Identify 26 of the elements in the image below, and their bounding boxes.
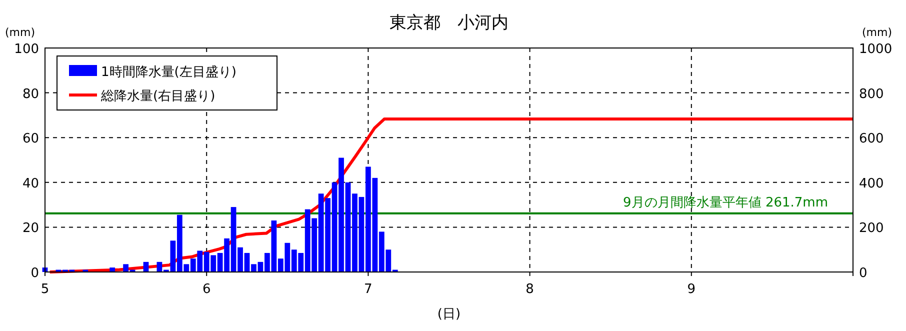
y-tick-label: 40 — [22, 176, 39, 192]
x-tick-label: 8 — [526, 282, 534, 297]
ref-line-label: 9月の月間降水量平年値 261.7mm — [623, 195, 828, 210]
y2-tick-label: 0 — [859, 266, 868, 281]
y-tick-label: 100 — [14, 42, 39, 57]
x-tick-label: 5 — [40, 282, 50, 297]
legend-label: 1時間降水量(左目盛り) — [101, 65, 236, 80]
y2-tick-label: 200 — [859, 221, 884, 236]
x-tick-label: 7 — [364, 282, 372, 297]
bar — [110, 268, 116, 272]
y-tick-label: 0 — [30, 266, 39, 281]
x-tick-label: 9 — [687, 282, 696, 297]
y2-tick-label: 600 — [859, 132, 884, 147]
line-series — [48, 118, 854, 274]
y-tick-label: 20 — [22, 221, 39, 236]
y2-tick-label: 800 — [859, 86, 884, 102]
y2-tick-label: 400 — [859, 176, 884, 192]
chart-title: 東京都 小河内 — [390, 13, 508, 33]
y-tick-label: 80 — [22, 86, 39, 102]
y-axis-title: (mm) — [4, 26, 36, 39]
y-tick-label: 60 — [22, 132, 39, 147]
x-tick-label: 6 — [202, 282, 211, 297]
y2-tick-label: 1000 — [859, 42, 892, 57]
x-axis-title: (日) — [437, 307, 461, 322]
y2-axis-title: (mm) — [862, 26, 892, 39]
legend-label: 総降水量(右目盛り) — [100, 89, 216, 104]
